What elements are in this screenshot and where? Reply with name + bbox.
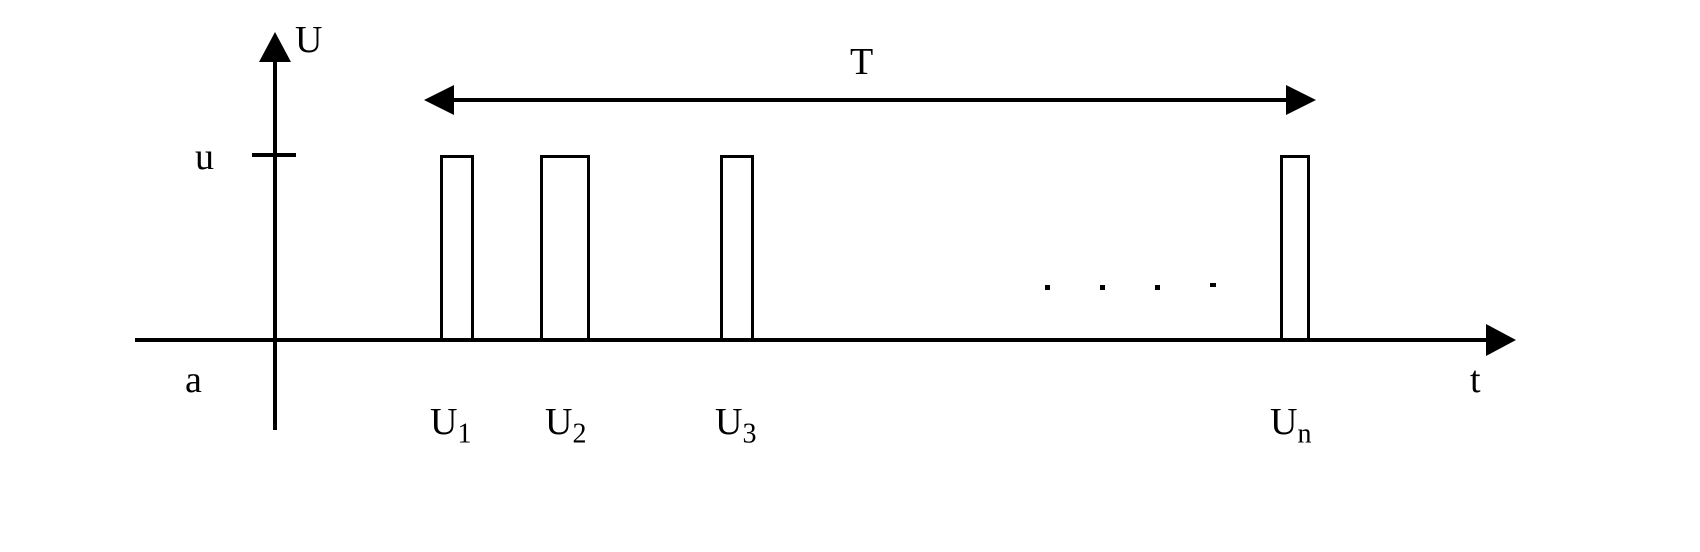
pulse-label-un-base: U — [1270, 401, 1297, 443]
pulse-label-u1-base: U — [430, 401, 457, 443]
pulse-label-u3: U3 — [715, 400, 756, 451]
timing-diagram: U u a t T U1 U2 U3 Un — [0, 0, 1700, 552]
ellipsis-dot — [1155, 285, 1160, 290]
ellipsis-dot — [1210, 283, 1216, 287]
origin-label: a — [185, 358, 202, 402]
ellipsis-dot — [1100, 285, 1105, 290]
pulse-label-u1-sub: 1 — [457, 419, 471, 450]
pulse-label-u1: U1 — [430, 400, 471, 451]
x-axis-label: t — [1470, 358, 1481, 402]
y-axis-arrow-icon — [259, 32, 291, 62]
period-arrow-left-icon — [424, 85, 454, 115]
pulse-un — [1280, 155, 1310, 341]
pulse-label-u3-base: U — [715, 401, 742, 443]
pulse-label-u3-sub: 3 — [742, 419, 756, 450]
amplitude-tick — [252, 153, 296, 157]
pulse-label-u2: U2 — [545, 400, 586, 451]
amplitude-label: u — [195, 135, 214, 179]
pulse-label-un-sub: n — [1297, 419, 1311, 450]
y-axis-label: U — [295, 18, 322, 62]
y-axis-line — [273, 58, 277, 430]
period-arrow-right-icon — [1286, 85, 1316, 115]
pulse-u3 — [720, 155, 754, 341]
pulse-label-u2-base: U — [545, 401, 572, 443]
pulse-u1 — [440, 155, 474, 341]
period-label: T — [850, 40, 873, 84]
period-span-line — [450, 98, 1290, 102]
ellipsis-dot — [1045, 285, 1050, 290]
x-axis-arrow-icon — [1486, 324, 1516, 356]
pulse-label-u2-sub: 2 — [572, 419, 586, 450]
pulse-label-un: Un — [1270, 400, 1311, 451]
pulse-u2 — [540, 155, 590, 341]
